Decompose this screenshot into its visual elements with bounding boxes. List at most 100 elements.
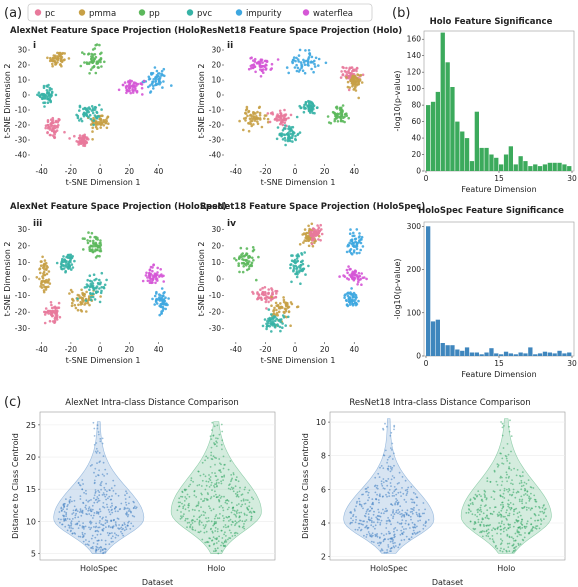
scatter-point [73,303,77,307]
violin-point [80,514,83,517]
x-tick-label: -20 [259,167,271,176]
scatter-point [290,302,294,306]
violin-point [204,541,207,544]
scatter-point [90,105,94,108]
violin-point [109,498,112,501]
violin-point [382,428,385,431]
scatter-point [288,130,291,133]
scatter-point [263,59,267,63]
violin-point [515,519,518,522]
scatter-point [91,55,95,59]
scatter-point [103,60,106,64]
violin-point [473,523,476,525]
bar [557,162,562,171]
scatter-point [85,61,89,64]
violin-point [209,435,212,438]
scatter-point [44,124,48,127]
scatter-point [348,75,352,79]
violin-point [500,538,502,540]
scatter-point [59,54,62,58]
scatter-point [341,73,345,77]
violin-point [484,496,486,499]
violin-point [421,512,424,515]
bar [460,131,465,171]
scatter-point [250,63,254,67]
violin-point [501,462,503,465]
scatter-point [159,302,163,306]
violin-point [370,517,373,520]
violin-point [374,476,377,479]
scatter-point [44,288,48,291]
violin-point [70,520,73,523]
violin-point [390,523,392,526]
scatter-point [351,241,355,245]
scatter-point [124,86,128,90]
bar [567,352,572,356]
violin-point [531,526,534,528]
violin-point [198,520,201,523]
violin-point [98,522,101,524]
violin-point [79,498,82,500]
violin-point [503,487,506,490]
y-axis-label: Distance to Class Centroid [11,433,20,539]
scatter-point [85,283,89,286]
scatter-point [247,67,251,71]
violin-point [72,527,74,530]
violin-point [517,491,520,493]
violin-point [234,534,237,537]
violin-point [227,500,230,502]
violin-point [510,469,513,471]
scatter-point [44,285,48,289]
bar [430,321,436,356]
violin-point [354,528,357,531]
violin-point [369,506,372,508]
violin-point [248,511,251,514]
violin-point [109,513,112,516]
scatter-point [45,311,48,314]
violin-point [98,546,101,549]
violin-point [220,423,223,426]
scatter-point [293,66,297,69]
violin-point [477,518,480,521]
class-legend: pc pmma pp pvc impurity waterflea [27,3,373,22]
violin-point [414,533,417,535]
x-tick-label: HoloSpec [370,564,408,573]
scatter-point [77,294,81,297]
scatter-point [276,314,280,317]
violin-point [230,474,233,476]
chart-title: Holo Feature Significance [430,17,553,27]
violin-point [244,486,247,489]
distance-violin-panels: AlexNet Intra-class Distance Comparison5… [11,398,566,587]
violin-point [374,484,377,487]
bar [552,162,557,171]
violin-point [401,514,404,517]
violin-point [248,489,251,492]
violin-point [216,485,218,488]
scatter-point [348,66,352,70]
violin-point [499,525,502,528]
violin-point [400,495,402,497]
scatter-point [357,236,361,239]
violin-point [242,498,245,501]
scatter-point [245,105,249,109]
scatter-point [148,273,151,276]
violin-point [100,488,102,491]
scatter-point [162,67,166,71]
scatter-point [360,238,363,241]
violin-point [85,504,87,507]
violin-point [480,510,483,513]
violin-point [371,520,373,522]
violin-point [502,527,505,530]
violin-point [387,546,390,548]
scatter-point [260,298,264,302]
violin-point [234,524,236,527]
scatter-point [85,285,88,289]
violin-point [518,511,521,514]
scatter-point [160,72,163,76]
violin-point [197,501,200,503]
bar [426,226,431,356]
violin-point [388,495,391,497]
scatter-point [88,274,92,278]
scatter-point [78,105,82,109]
